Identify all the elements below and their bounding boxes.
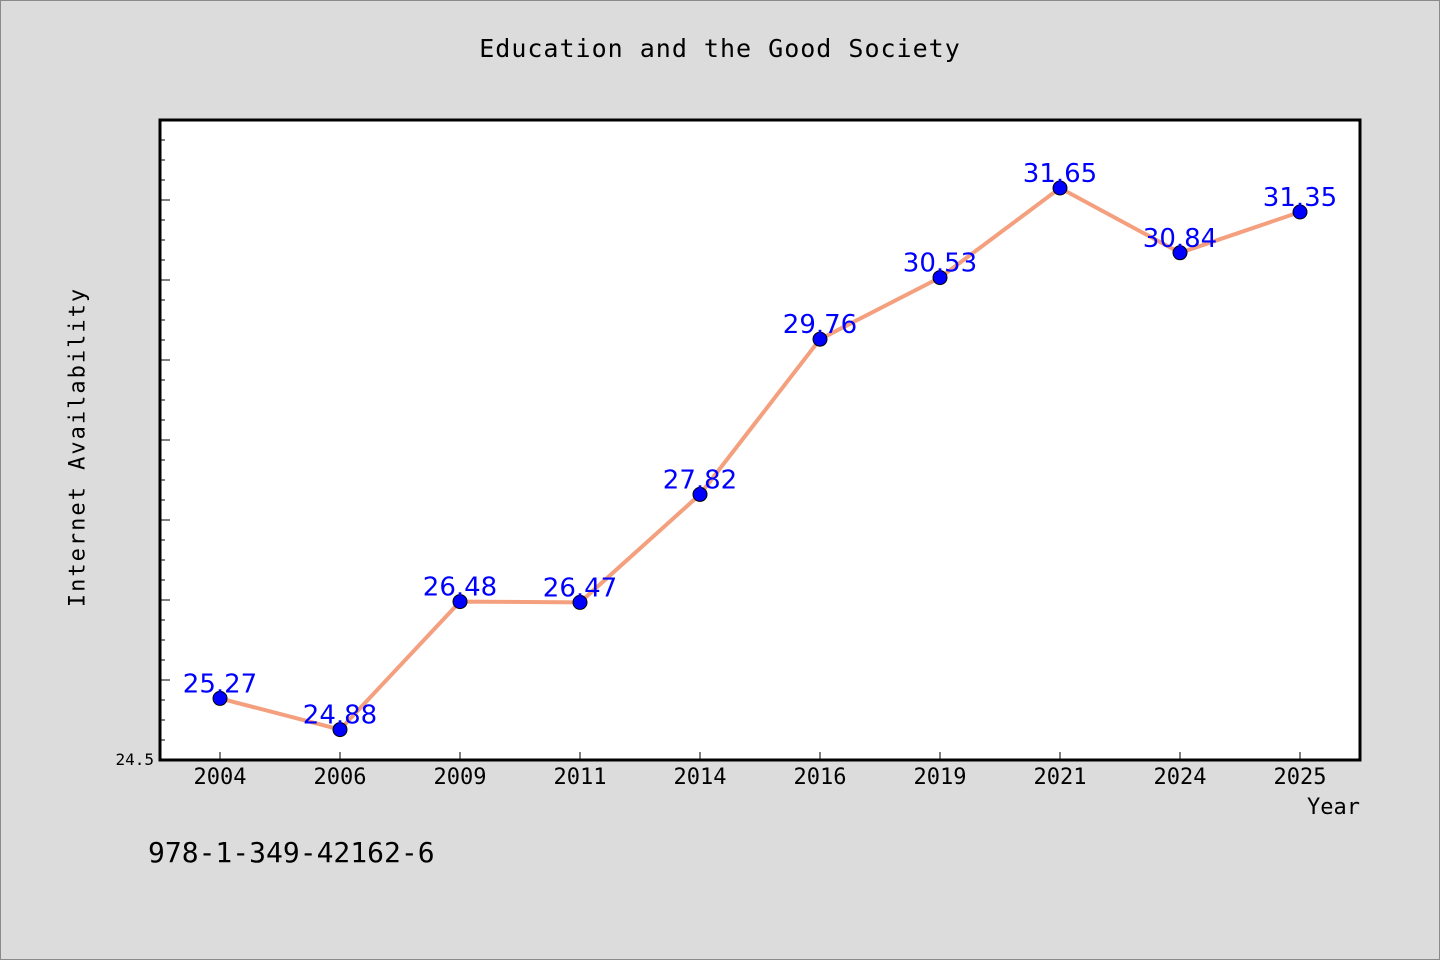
series-line bbox=[219, 186, 1301, 732]
data-label: 30.84 bbox=[1143, 224, 1217, 254]
x-tick-label: 2024 bbox=[1154, 765, 1207, 790]
x-tick-label: 2025 bbox=[1274, 765, 1327, 790]
x-axis-label: Year bbox=[1307, 795, 1360, 820]
x-tick-label: 2016 bbox=[794, 765, 847, 790]
data-point bbox=[452, 594, 468, 610]
data-label: 29.76 bbox=[783, 310, 857, 340]
x-tick-label: 2014 bbox=[674, 765, 727, 790]
data-point bbox=[212, 690, 228, 706]
y-tick-label: 24.5 bbox=[115, 750, 154, 769]
isbn-footnote: 978-1-349-42162-6 bbox=[148, 836, 435, 869]
data-point bbox=[692, 486, 708, 502]
data-label: 31.65 bbox=[1023, 159, 1097, 189]
data-label: 25.27 bbox=[183, 669, 257, 699]
data-point bbox=[932, 270, 948, 286]
data-label: 27.82 bbox=[663, 465, 737, 495]
plot-border bbox=[158, 118, 1362, 762]
x-tick-label: 2021 bbox=[1034, 765, 1087, 790]
data-label: 26.48 bbox=[423, 573, 497, 603]
data-label: 24.88 bbox=[303, 701, 377, 731]
x-tick-label: 2004 bbox=[194, 765, 247, 790]
x-tick-label: 2009 bbox=[434, 765, 487, 790]
chart-title: Education and the Good Society bbox=[479, 34, 961, 63]
data-point bbox=[812, 331, 828, 347]
data-point bbox=[1172, 245, 1188, 261]
x-tick-label: 2011 bbox=[554, 765, 607, 790]
data-point bbox=[332, 722, 348, 738]
data-label: 30.53 bbox=[903, 249, 977, 279]
data-point bbox=[1052, 180, 1068, 196]
data-point bbox=[572, 594, 588, 610]
data-label: 31.35 bbox=[1263, 183, 1337, 213]
x-tick-label: 2006 bbox=[314, 765, 367, 790]
data-label: 26.47 bbox=[543, 573, 617, 603]
data-point bbox=[1292, 204, 1308, 220]
plot-area bbox=[160, 120, 1360, 760]
x-tick-label: 2019 bbox=[914, 765, 967, 790]
